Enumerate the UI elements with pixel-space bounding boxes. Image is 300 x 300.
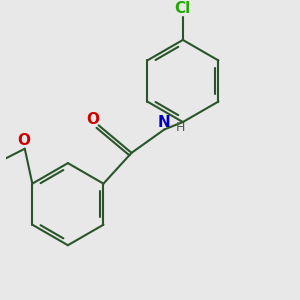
Text: H: H (175, 121, 185, 134)
Text: N: N (158, 115, 171, 130)
Text: O: O (17, 133, 30, 148)
Text: O: O (86, 112, 99, 127)
Text: Cl: Cl (175, 1, 191, 16)
